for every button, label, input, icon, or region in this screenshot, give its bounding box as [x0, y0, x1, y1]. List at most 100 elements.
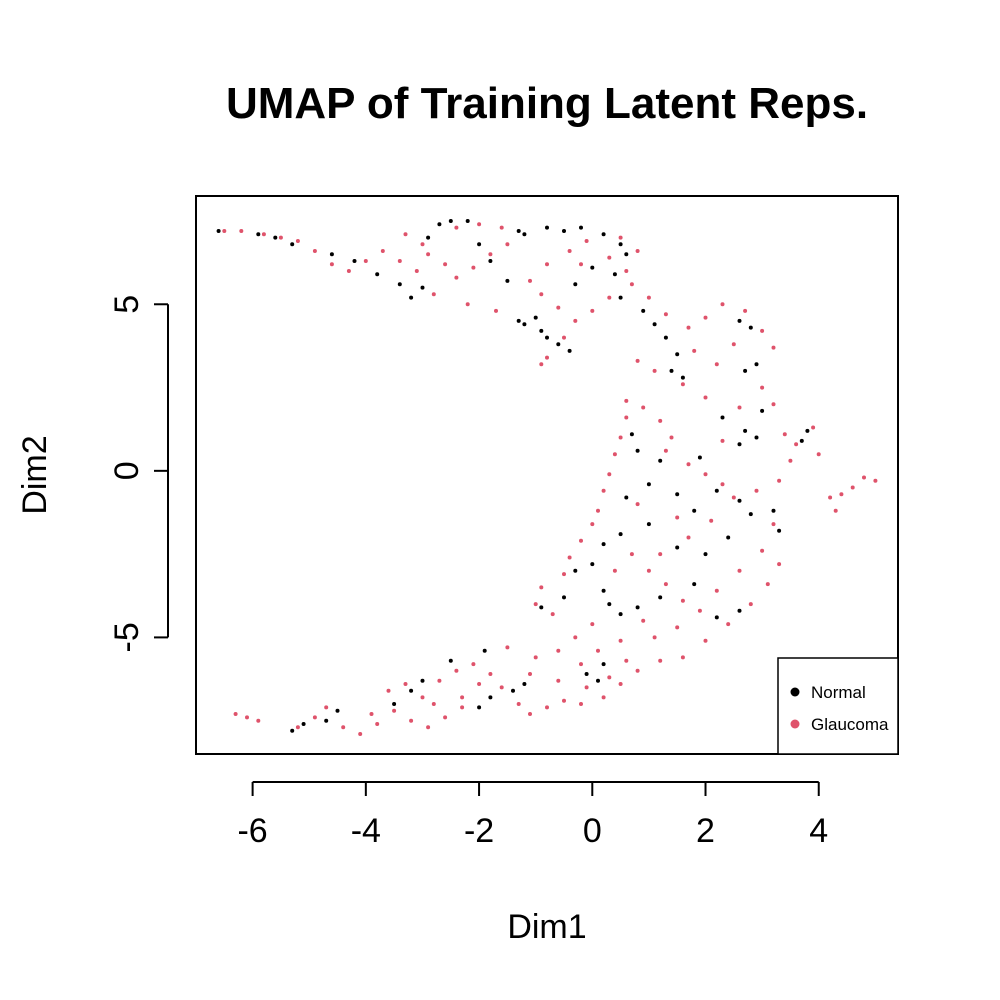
point-glaucoma-159	[675, 625, 680, 630]
legend: Normal Glaucoma	[777, 657, 899, 755]
point-glaucoma-2	[256, 718, 261, 723]
x-axis-label: Dim1	[507, 908, 586, 946]
x-tick-label-1: -4	[351, 812, 381, 850]
point-glaucoma-52	[612, 452, 617, 457]
point-glaucoma-14	[386, 688, 391, 693]
point-normal-83	[522, 682, 527, 686]
point-glaucoma-140	[346, 269, 351, 273]
point-normal-10	[426, 235, 431, 240]
point-glaucoma-20	[488, 672, 493, 676]
point-glaucoma-80	[697, 608, 702, 613]
point-glaucoma-83	[760, 548, 765, 553]
point-glaucoma-134	[443, 262, 448, 267]
point-glaucoma-162	[607, 675, 612, 680]
point-normal-27	[562, 229, 566, 233]
point-normal-65	[675, 545, 680, 550]
point-normal-68	[601, 542, 606, 547]
y-axis: -5 0 5	[108, 295, 169, 653]
point-glaucoma-114	[646, 295, 651, 300]
point-normal-9	[420, 285, 425, 290]
point-glaucoma-110	[720, 302, 725, 307]
point-glaucoma-54	[624, 415, 629, 420]
point-glaucoma-18	[454, 668, 459, 673]
point-glaucoma-155	[431, 292, 436, 297]
point-glaucoma-96	[737, 405, 742, 410]
point-glaucoma-72	[850, 485, 855, 490]
point-glaucoma-50	[601, 488, 606, 493]
point-glaucoma-16	[420, 695, 425, 700]
point-glaucoma-28	[618, 682, 623, 686]
point-normal-47	[743, 428, 748, 433]
point-glaucoma-103	[635, 358, 640, 363]
point-glaucoma-136	[414, 269, 419, 273]
point-glaucoma-126	[624, 269, 629, 273]
point-normal-80	[601, 662, 606, 667]
point-glaucoma-71	[839, 492, 844, 497]
point-glaucoma-12	[443, 715, 448, 720]
point-normal-51	[799, 438, 804, 443]
point-normal-69	[590, 562, 595, 567]
point-normal-93	[301, 722, 306, 726]
point-glaucoma-73	[862, 475, 866, 480]
point-normal-29	[601, 232, 606, 237]
point-normal-56	[675, 492, 680, 497]
point-glaucoma-120	[539, 292, 544, 297]
point-normal-39	[675, 352, 680, 357]
point-glaucoma-56	[641, 405, 646, 410]
point-glaucoma-19	[471, 662, 476, 667]
point-glaucoma-67	[794, 442, 799, 447]
point-glaucoma-51	[607, 472, 612, 477]
point-glaucoma-156	[465, 302, 470, 307]
point-normal-84	[511, 688, 515, 693]
point-normal-6	[375, 272, 380, 277]
point-glaucoma-53	[618, 435, 623, 440]
point-glaucoma-118	[573, 318, 578, 323]
point-glaucoma-139	[363, 259, 368, 263]
point-glaucoma-142	[312, 249, 317, 253]
point-normal-94	[290, 728, 295, 733]
point-normal-91	[335, 708, 340, 713]
point-normal-41	[680, 375, 685, 380]
point-glaucoma-93	[635, 502, 640, 507]
point-glaucoma-40	[573, 635, 578, 640]
point-glaucoma-65	[777, 478, 782, 483]
point-glaucoma-43	[533, 602, 538, 607]
point-normal-32	[612, 272, 617, 277]
point-normal-7	[397, 282, 402, 287]
point-glaucoma-115	[629, 282, 634, 287]
point-glaucoma-34	[748, 602, 753, 607]
y-tick-label-1: 0	[108, 461, 146, 480]
point-glaucoma-3	[295, 725, 300, 730]
point-glaucoma-11	[426, 725, 431, 730]
point-glaucoma-116	[607, 295, 612, 300]
point-glaucoma-58	[669, 435, 674, 440]
point-normal-43	[748, 325, 753, 330]
point-glaucoma-117	[590, 308, 595, 313]
point-glaucoma-133	[454, 275, 459, 280]
point-glaucoma-113	[663, 312, 668, 317]
point-glaucoma-32	[703, 638, 708, 643]
point-normal-90	[392, 702, 397, 706]
point-glaucoma-9	[392, 708, 397, 713]
point-glaucoma-163	[584, 685, 589, 690]
point-glaucoma-74	[873, 478, 878, 483]
point-glaucoma-121	[528, 278, 532, 283]
point-glaucoma-33	[726, 622, 731, 627]
point-glaucoma-49	[596, 508, 600, 513]
point-glaucoma-78	[663, 582, 668, 587]
point-normal-66	[646, 522, 651, 527]
point-glaucoma-145	[261, 232, 266, 237]
point-glaucoma-21	[499, 685, 504, 690]
point-glaucoma-102	[652, 368, 657, 373]
legend-marker-normal	[790, 687, 800, 697]
point-normal-31	[624, 252, 629, 257]
point-normal-72	[618, 612, 623, 617]
point-glaucoma-55	[624, 398, 629, 403]
point-normal-76	[714, 615, 719, 620]
point-normal-96	[573, 568, 578, 573]
point-normal-12	[448, 219, 453, 223]
point-normal-64	[703, 552, 708, 557]
point-normal-21	[545, 335, 549, 340]
x-tick-label-5: 4	[809, 812, 828, 850]
